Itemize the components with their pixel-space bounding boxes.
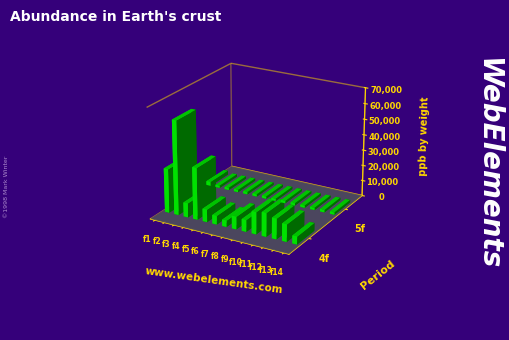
Y-axis label: Period: Period	[358, 258, 396, 291]
Text: Abundance in Earth's crust: Abundance in Earth's crust	[10, 10, 221, 24]
Text: www.webelements.com: www.webelements.com	[144, 267, 284, 296]
Text: ©1998 Mark Winter: ©1998 Mark Winter	[4, 156, 9, 218]
Text: WebElements: WebElements	[473, 57, 501, 269]
